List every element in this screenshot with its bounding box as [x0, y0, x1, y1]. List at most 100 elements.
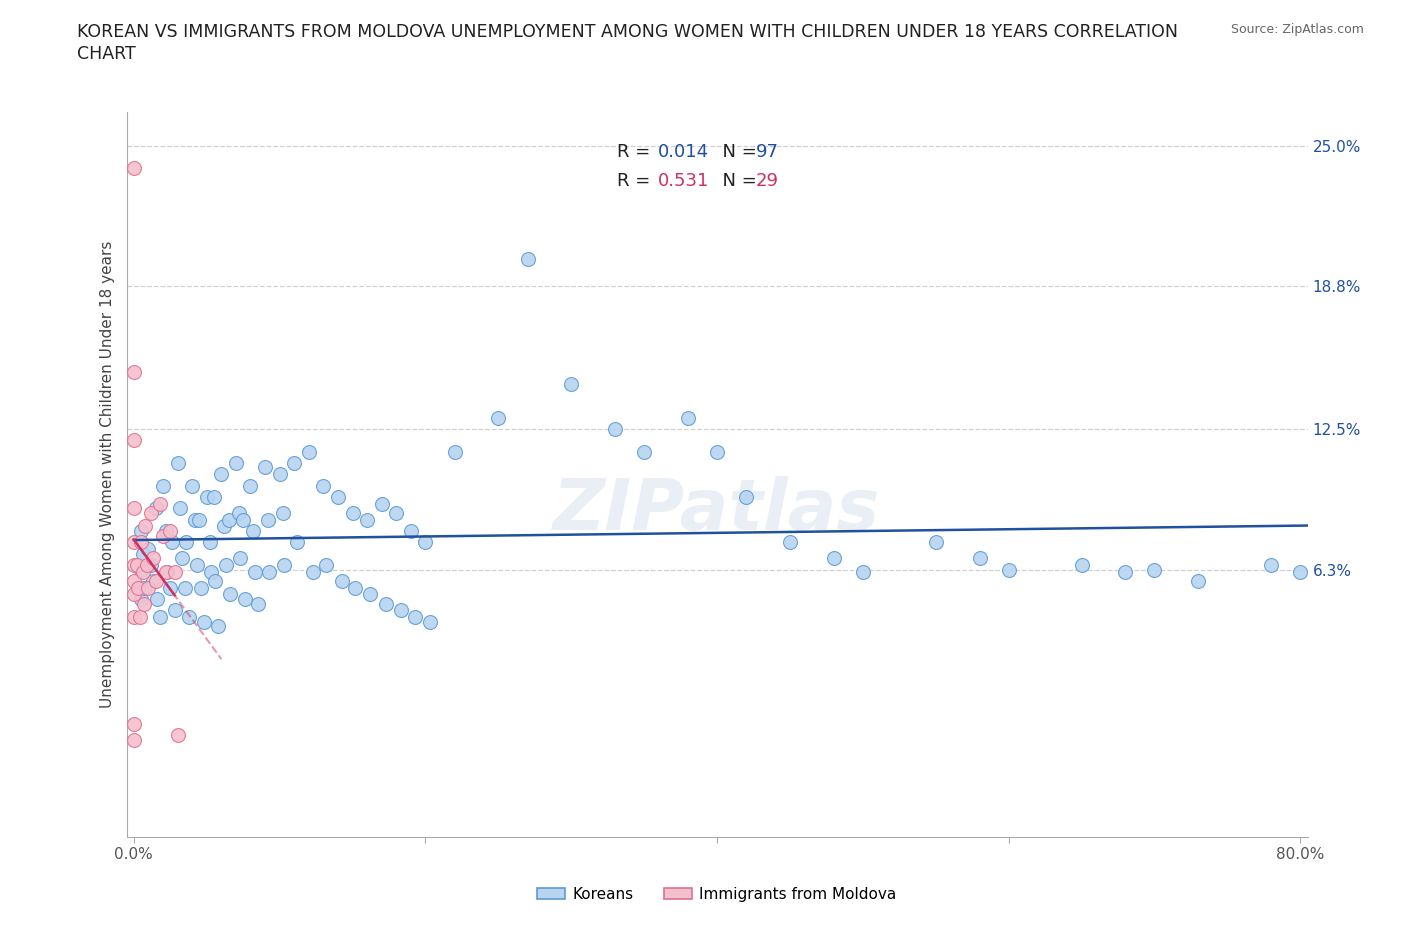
Point: [181, 478, 204, 493]
Point: [633, 445, 655, 459]
Point: [190, 580, 212, 595]
Point: [138, 580, 160, 595]
Point: [122, 432, 145, 447]
Point: [131, 546, 153, 561]
Point: [145, 501, 167, 516]
Point: [142, 574, 165, 589]
Legend: Koreans, Immigrants from Moldova: Koreans, Immigrants from Moldova: [537, 887, 897, 902]
Point: [122, 557, 145, 572]
Point: [155, 565, 177, 579]
Point: [163, 565, 186, 579]
Point: [218, 512, 240, 527]
Point: [122, 365, 145, 379]
Point: [330, 574, 353, 589]
Point: [243, 565, 266, 579]
Point: [419, 614, 441, 629]
Text: 97: 97: [756, 143, 779, 161]
Text: 29: 29: [756, 171, 779, 190]
Point: [155, 524, 177, 538]
Point: [132, 596, 155, 611]
Point: [1114, 565, 1136, 579]
Point: [603, 421, 626, 436]
Point: [166, 727, 188, 742]
Point: [134, 519, 156, 534]
Text: R =: R =: [617, 143, 655, 161]
Point: [219, 587, 242, 602]
Point: [359, 587, 381, 602]
Point: [176, 535, 198, 550]
Point: [925, 535, 948, 550]
Point: [179, 610, 201, 625]
Point: [127, 580, 149, 595]
Point: [344, 580, 367, 595]
Point: [389, 603, 412, 618]
Point: [443, 445, 465, 459]
Point: [152, 478, 174, 493]
Point: [356, 512, 378, 527]
Point: [1289, 565, 1312, 579]
Point: [129, 524, 152, 538]
Point: [375, 596, 398, 611]
Point: [184, 512, 207, 527]
Point: [209, 467, 232, 482]
Point: [486, 410, 509, 425]
Point: [122, 610, 145, 625]
Text: R =: R =: [617, 171, 655, 190]
Point: [560, 377, 582, 392]
Point: [302, 565, 325, 579]
Point: [204, 574, 226, 589]
Text: Source: ZipAtlas.com: Source: ZipAtlas.com: [1230, 23, 1364, 36]
Point: [125, 557, 148, 572]
Point: [163, 603, 186, 618]
Point: [122, 587, 145, 602]
Point: [141, 557, 163, 572]
Point: [149, 497, 172, 512]
Point: [246, 596, 269, 611]
Point: [142, 551, 165, 565]
Point: [271, 505, 294, 520]
Point: [132, 580, 155, 595]
Point: [225, 456, 247, 471]
Point: [170, 551, 193, 565]
Point: [188, 512, 211, 527]
Point: [136, 557, 159, 572]
Text: 0.014: 0.014: [658, 143, 709, 161]
Point: [122, 732, 145, 747]
Point: [1260, 557, 1282, 572]
Point: [160, 535, 183, 550]
Point: [852, 565, 875, 579]
Point: [228, 505, 250, 520]
Point: [159, 580, 181, 595]
Point: [129, 535, 152, 550]
Point: [166, 456, 188, 471]
Point: [312, 478, 335, 493]
Point: [149, 610, 172, 625]
Point: [997, 562, 1019, 577]
Text: CHART: CHART: [77, 45, 136, 62]
Point: [122, 716, 145, 731]
Point: [202, 489, 225, 504]
Point: [173, 580, 195, 595]
Point: [285, 535, 308, 550]
Point: [232, 512, 254, 527]
Point: [370, 497, 392, 512]
Point: [1143, 562, 1166, 577]
Point: [399, 524, 422, 538]
Point: [283, 456, 305, 471]
Point: [200, 565, 222, 579]
Point: [298, 445, 321, 459]
Point: [269, 467, 291, 482]
Point: [156, 565, 179, 579]
Point: [779, 535, 801, 550]
Y-axis label: Unemployment Among Women with Children Under 18 years: Unemployment Among Women with Children U…: [100, 241, 115, 708]
Point: [229, 551, 252, 565]
Point: [138, 541, 160, 556]
Point: [122, 535, 145, 550]
Point: [969, 551, 991, 565]
Point: [1187, 574, 1209, 589]
Point: [706, 445, 728, 459]
Point: [273, 557, 295, 572]
Text: 0.531: 0.531: [658, 171, 710, 190]
Point: [129, 591, 152, 606]
Point: [195, 489, 218, 504]
